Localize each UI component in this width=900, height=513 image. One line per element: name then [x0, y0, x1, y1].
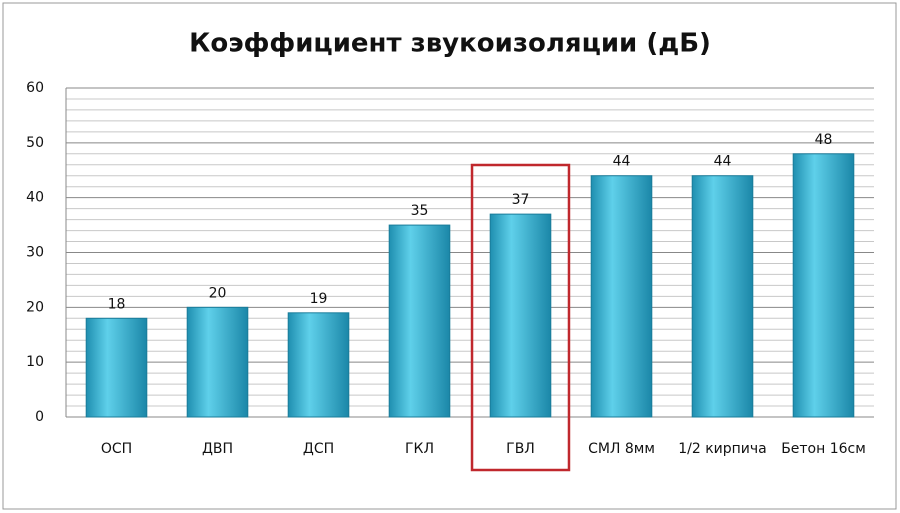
value-label: 18 [108, 296, 126, 312]
value-label: 19 [310, 291, 328, 307]
value-label: 35 [411, 203, 429, 219]
x-tick-label: ОСП [101, 441, 132, 457]
x-tick-label: СМЛ 8мм [588, 441, 655, 457]
value-label: 37 [512, 192, 530, 208]
x-tick-label: ДВП [202, 441, 233, 457]
bar [186, 306, 249, 418]
x-tick-label: ДСП [303, 441, 334, 457]
value-label: 20 [209, 285, 227, 301]
y-tick-label: 60 [26, 80, 44, 96]
y-tick-label: 20 [26, 299, 44, 315]
value-label: 48 [815, 132, 833, 148]
y-tick-label: 30 [26, 245, 44, 261]
value-label: 44 [714, 154, 732, 170]
bar [388, 224, 451, 418]
bar [590, 175, 653, 418]
bar [85, 317, 148, 418]
y-tick-label: 0 [35, 409, 44, 425]
x-tick-label: ГКЛ [405, 441, 434, 457]
bar [792, 153, 855, 418]
bar [691, 175, 754, 418]
y-tick-label: 50 [26, 135, 44, 151]
chart-title: Коэффициент звукоизоляции (дБ) [189, 29, 711, 59]
y-tick-label: 40 [26, 190, 44, 206]
x-tick-label: 1/2 кирпича [678, 441, 767, 457]
y-tick-label: 10 [26, 354, 44, 370]
x-tick-label: Бетон 16см [781, 441, 866, 457]
highlight-box [470, 163, 571, 472]
value-label: 44 [613, 154, 631, 170]
bar [489, 213, 552, 418]
x-tick-label: ГВЛ [506, 441, 535, 457]
bar [287, 312, 350, 418]
